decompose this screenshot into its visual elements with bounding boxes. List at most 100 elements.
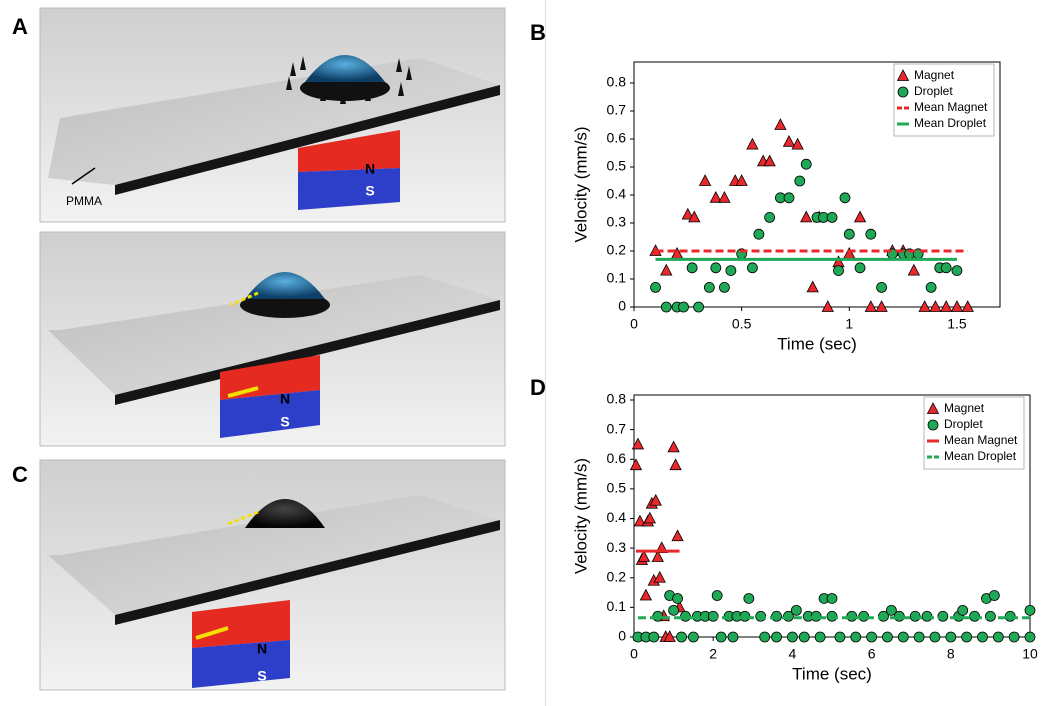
y-tick-label: 0 xyxy=(618,628,626,644)
data-point xyxy=(649,632,659,642)
y-axis-label: Velocity (mm/s) xyxy=(571,458,590,574)
data-point xyxy=(898,632,908,642)
data-point xyxy=(711,263,721,273)
y-tick-label: 0.3 xyxy=(607,539,627,555)
x-tick-label: 10 xyxy=(1022,646,1038,662)
data-point xyxy=(914,632,924,642)
data-point xyxy=(784,136,795,147)
illustration-a-top: PMMA N S xyxy=(40,8,505,222)
data-point xyxy=(977,632,987,642)
data-point xyxy=(908,265,919,276)
data-point xyxy=(844,248,855,258)
data-point xyxy=(840,193,850,203)
legend-label: Droplet xyxy=(944,417,983,431)
x-tick-label: 4 xyxy=(789,646,797,662)
x-tick-label: 1 xyxy=(845,316,853,332)
data-point xyxy=(855,211,866,222)
y-tick-label: 0.6 xyxy=(607,130,627,146)
magnet-label: N xyxy=(280,391,290,407)
data-point xyxy=(926,282,936,292)
x-tick-label: 6 xyxy=(868,646,876,662)
data-point xyxy=(728,632,738,642)
x-tick-label: 2 xyxy=(709,646,717,662)
figure: {"panel_labels": ["A", "B", "C", "D"], "… xyxy=(0,0,1041,706)
data-point xyxy=(651,282,661,292)
y-tick-label: 0.6 xyxy=(607,450,627,466)
data-point xyxy=(1025,605,1035,615)
data-point xyxy=(792,139,803,150)
legend-label: Magnet xyxy=(944,401,985,415)
data-point xyxy=(644,513,655,524)
data-point xyxy=(833,256,844,267)
illustrations: PMMA N S N S N S xyxy=(0,0,530,706)
data-point xyxy=(835,632,845,642)
data-point xyxy=(993,632,1003,642)
data-point xyxy=(688,632,698,642)
x-tick-label: 0.5 xyxy=(732,316,752,332)
legend-label: Mean Droplet xyxy=(944,449,1017,463)
data-point xyxy=(946,632,956,642)
data-point xyxy=(754,229,764,239)
data-point xyxy=(712,591,722,601)
data-point xyxy=(673,593,683,603)
x-tick-label: 0 xyxy=(630,646,638,662)
data-point xyxy=(765,212,775,222)
y-tick-label: 0.3 xyxy=(607,214,627,230)
data-point xyxy=(876,301,887,312)
panel-label: B xyxy=(530,20,546,46)
data-point xyxy=(747,263,757,273)
data-point xyxy=(1009,632,1019,642)
y-tick-label: 0.2 xyxy=(607,242,627,258)
data-point xyxy=(834,266,844,276)
data-point xyxy=(822,301,833,312)
x-tick-label: 8 xyxy=(947,646,955,662)
data-point xyxy=(801,159,811,169)
x-axis-label: Time (sec) xyxy=(792,664,872,683)
data-point xyxy=(844,229,854,239)
magnet-label: S xyxy=(365,183,374,199)
data-point xyxy=(930,632,940,642)
data-point xyxy=(919,301,930,312)
data-point xyxy=(719,192,730,203)
data-point xyxy=(930,301,941,312)
data-point xyxy=(760,632,770,642)
x-tick-label: 1.5 xyxy=(947,316,967,332)
y-tick-label: 0.5 xyxy=(607,480,627,496)
data-point xyxy=(1025,632,1035,642)
data-point xyxy=(672,248,683,258)
legend-label: Magnet xyxy=(914,68,955,82)
data-point xyxy=(787,632,797,642)
illustration-a-bottom: N S xyxy=(40,232,505,446)
data-point xyxy=(719,282,729,292)
illustration-c: N S xyxy=(40,460,505,690)
y-tick-label: 0.1 xyxy=(607,270,627,286)
data-point xyxy=(687,263,697,273)
data-point xyxy=(958,605,968,615)
y-axis-label: Velocity (mm/s) xyxy=(571,126,590,242)
data-point xyxy=(951,301,962,312)
y-tick-label: 0 xyxy=(618,298,626,314)
y-tick-label: 0.8 xyxy=(607,74,627,90)
data-point xyxy=(638,551,649,562)
data-point xyxy=(661,302,671,312)
data-point xyxy=(772,632,782,642)
data-point xyxy=(654,572,665,583)
magnet-label: N xyxy=(365,161,375,177)
data-point xyxy=(952,266,962,276)
data-point xyxy=(866,229,876,239)
data-point xyxy=(694,302,704,312)
data-point xyxy=(799,632,809,642)
data-point xyxy=(775,119,786,130)
y-tick-label: 0.8 xyxy=(607,391,627,407)
data-point xyxy=(672,530,683,541)
legend-label: Mean Magnet xyxy=(914,100,988,114)
data-point xyxy=(640,590,651,601)
data-point xyxy=(867,632,877,642)
data-point xyxy=(962,301,973,312)
data-point xyxy=(941,263,951,273)
y-tick-label: 0.7 xyxy=(607,420,627,436)
data-point xyxy=(669,605,679,615)
legend-marker xyxy=(928,420,938,430)
y-tick-label: 0.4 xyxy=(607,509,627,525)
